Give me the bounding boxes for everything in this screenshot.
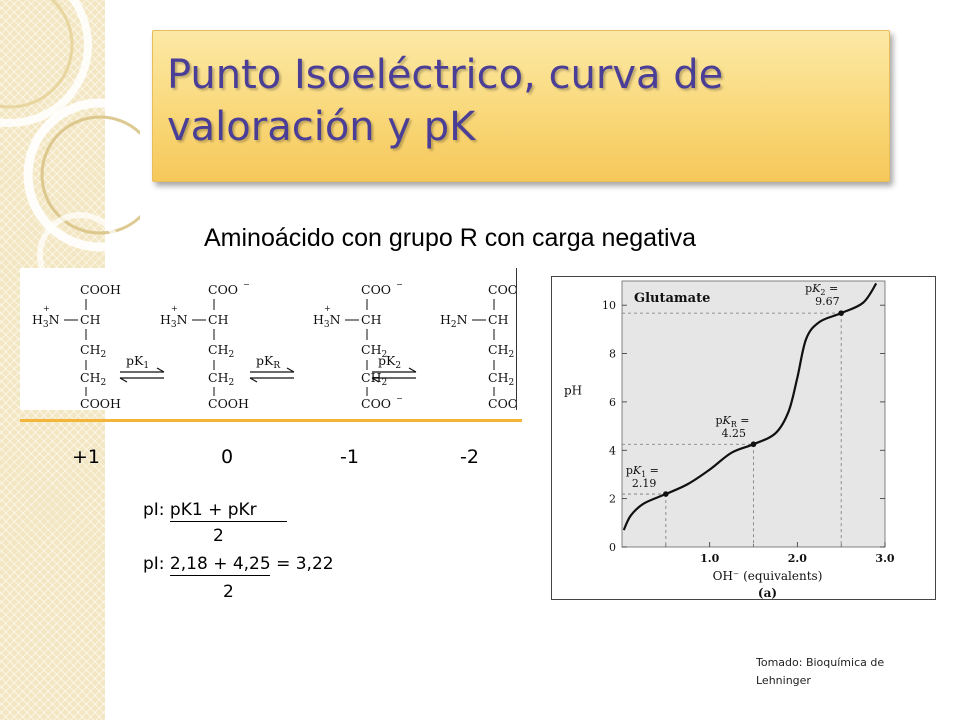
methylene-group: CH2 [80,370,106,388]
x-tick-label: 2.0 [788,552,807,565]
carboxyl-group: COO [361,282,391,297]
arrow-head [119,377,128,383]
arrow-head [408,367,417,373]
slide-subtitle: Aminoácido con grupo R con carga negativ… [204,224,696,252]
amino-group: H3N [32,312,60,330]
minus-charge: − [396,280,403,289]
equilibrium-label: pKR [256,353,280,371]
x-tick-label: 3.0 [875,552,894,565]
charge-label: -2 [460,446,479,468]
pk-value: 9.67 [815,295,840,308]
arrow-head [156,367,165,373]
alpha-carbon: CH [208,312,229,327]
y-tick-label: 0 [609,541,616,554]
methylene-group: CH2 [80,342,106,360]
side-chain-carboxyl: COO [361,396,391,410]
titration-curve [622,282,878,531]
fraction-bar [170,575,270,576]
source-credit: Tomado: Bioquímica de Lehninger [756,656,885,687]
methylene-group: CH2 [361,370,387,388]
fraction-bar [170,521,287,522]
orange-divider [20,419,522,422]
arrow-head [249,377,258,383]
methylene-group: CH2 [208,370,234,388]
arrow-head [371,377,380,383]
plus-charge: + [324,304,331,313]
minus-charge: − [396,394,403,403]
pk-label: pKR = [716,414,750,429]
methylene-group: CH2 [488,370,514,388]
x-tick-label: 1.0 [700,552,719,565]
y-tick-label: 4 [609,444,616,457]
title-box: Punto Isoeléctrico, curva de valoración … [152,30,890,182]
charge-label: -1 [340,446,359,468]
pk-point [750,441,757,448]
decorative-rings [0,0,140,298]
alpha-carbon: CH [361,312,382,327]
equilibrium-label: pK2 [378,353,401,371]
x-axis-label: OH⁻ (equivalents) [713,569,823,583]
charge-label: +1 [72,446,101,468]
chart-title: Glutamate [634,291,710,306]
y-tick-label: 6 [609,396,616,409]
y-tick-label: 10 [602,299,616,312]
carboxyl-group: COO [208,282,238,297]
plus-charge: + [171,304,178,313]
chart-canvas: 0 2 4 6 8 10 1.0 2.0 3.0 pH OH⁻ (equivalents) (a) Gl… [564,280,895,599]
ionization-structures: COOH H3N + CH CH2 CH2 COOH COO − H3N + CH CH2 CH2 COOH… [20,268,517,410]
amino-group: H3N [313,312,341,330]
equilibrium-label: pK1 [126,353,149,371]
arrow-head [286,367,295,373]
methylene-group: CH2 [208,342,234,360]
carboxyl-group: COOH [80,282,121,297]
methylene-group: CH2 [488,342,514,360]
side-chain-carboxyl: COOH [208,396,249,410]
pk-label: pK2 = [805,282,838,297]
y-axis-label: pH [564,384,582,398]
pk-point [838,310,844,316]
charge-label: 0 [221,446,234,468]
methylene-group: CH2 [361,342,387,360]
plus-charge: + [43,304,50,313]
pk-point [663,491,669,497]
pk-value: 4.25 [722,427,747,440]
pk-value: 2.19 [632,477,657,490]
carboxyl-group: COO [488,282,516,297]
y-tick-label: 2 [609,493,616,506]
formula-denominator-2: 2 [223,582,234,602]
side-chain-carboxyl: COO [488,396,516,410]
slide-title: Punto Isoeléctrico, curva de valoración … [167,52,724,150]
side-chain-carboxyl: COOH [80,396,121,410]
chart-caption: (a) [758,586,777,599]
formula-denominator-1: 2 [213,526,224,546]
minus-charge: − [243,280,250,289]
amino-group: H3N [160,312,188,330]
alpha-carbon: CH [80,312,101,327]
titration-curve-chart: 0 2 4 6 8 10 1.0 2.0 3.0 pH OH⁻ (equivalents) (a) Gl… [551,276,936,600]
formula-line-1: pI: pK1 + pKr [143,500,257,520]
y-tick-label: 8 [609,348,616,361]
pk-label: pK1 = [626,464,659,479]
formula-line-2: pI: 2,18 + 4,25 = 3,22 [143,554,334,574]
alpha-carbon: CH [488,312,509,327]
amino-group: H2N [440,312,468,330]
